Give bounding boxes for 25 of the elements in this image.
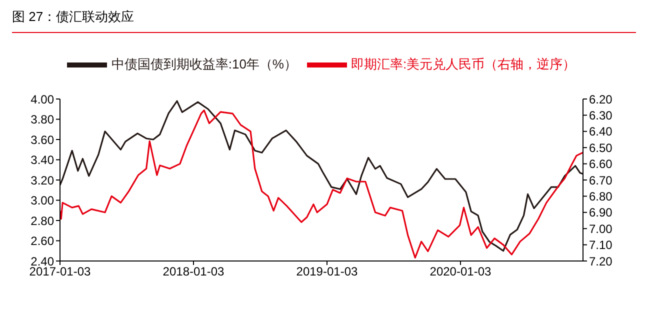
y-tick-label: 3.40	[30, 153, 54, 168]
chart-title: 图 27：债汇联动效应	[12, 8, 636, 33]
x-tick-label: 2019-01-03	[296, 264, 358, 279]
y-tick-label: 3.00	[30, 194, 54, 208]
y-tick-label: 4.00	[30, 92, 54, 106]
y-tick-label: 2.60	[30, 234, 54, 248]
y2-tick-label: 6.90	[589, 206, 613, 220]
y2-tick-label: 7.10	[589, 238, 613, 252]
y2-tick-label: 7.00	[589, 222, 613, 236]
y-tick-label: 3.80	[30, 112, 54, 127]
y-tick-label: 3.20	[30, 173, 54, 188]
y2-tick-label: 6.30	[589, 108, 613, 122]
y2-tick-label: 6.80	[589, 189, 613, 204]
legend-label: 即期汇率:美元兑人民币（右轴，逆序）	[351, 56, 576, 72]
y2-tick-label: 7.20	[589, 254, 613, 268]
y2-tick-label: 6.60	[589, 157, 613, 172]
y-tick-label: 3.60	[30, 132, 54, 147]
y2-tick-label: 6.20	[589, 92, 613, 106]
y2-tick-label: 6.50	[589, 140, 613, 155]
x-tick-label: 2018-01-03	[162, 264, 225, 279]
y2-tick-label: 6.40	[589, 124, 613, 139]
x-tick-label: 2020-01-03	[430, 264, 492, 279]
y-tick-label: 2.80	[30, 214, 54, 228]
y2-tick-label: 6.70	[589, 173, 613, 188]
legend-label: 中债国债到期收益率:10年（%）	[111, 56, 297, 72]
